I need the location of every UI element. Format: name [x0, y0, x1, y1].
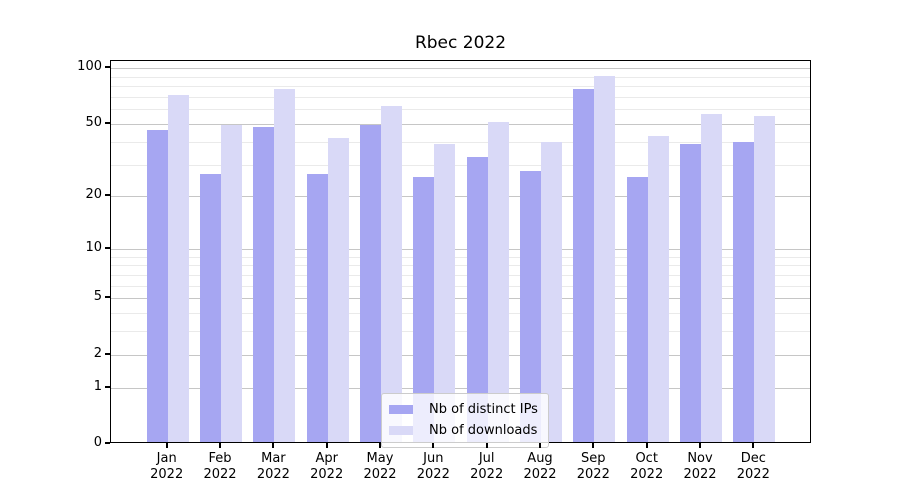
bar-distinct-ips	[200, 173, 221, 442]
y-tick-mark	[105, 385, 110, 388]
x-tick-label: Apr 2022	[310, 451, 344, 482]
gridline	[111, 86, 810, 88]
gridline	[111, 265, 810, 267]
chart-title: Rbec 2022	[414, 33, 507, 53]
plot-area: Nb of distinct IPs Nb of downloads	[110, 60, 811, 448]
bar-distinct-ips	[306, 173, 328, 442]
x-tick-label: Feb 2022	[203, 451, 237, 482]
x-tick-label: Oct 2022	[630, 451, 664, 482]
y-tick-label: 1	[93, 378, 102, 394]
gridline	[111, 313, 810, 314]
gridline	[111, 274, 810, 276]
x-tick-mark	[165, 443, 168, 448]
legend-item-distinct-ips: Nb of distinct IPs	[389, 399, 538, 420]
gridline	[111, 109, 810, 111]
y-tick-mark	[105, 66, 110, 69]
y-tick-label: 50	[85, 115, 102, 130]
bar-downloads	[647, 135, 669, 442]
gridline	[111, 124, 810, 125]
x-tick-mark	[219, 443, 221, 448]
x-tick-mark	[432, 443, 435, 448]
gridline	[111, 387, 810, 389]
bar-downloads	[327, 137, 349, 442]
gridline	[111, 76, 810, 78]
bar-downloads	[541, 141, 562, 442]
y-tick-label: 5	[93, 289, 102, 305]
x-tick-label: Mar 2022	[256, 451, 290, 482]
legend-swatch-downloads	[389, 426, 413, 435]
bar-distinct-ips	[253, 126, 275, 442]
x-tick-label: Aug 2022	[523, 451, 557, 482]
bar-downloads	[754, 115, 776, 442]
gridline	[111, 298, 810, 300]
x-tick-mark	[325, 443, 328, 448]
x-tick-mark	[699, 443, 701, 448]
x-tick-label: Dec 2022	[736, 451, 770, 482]
gridline	[111, 354, 810, 356]
x-tick-mark	[752, 443, 755, 448]
bar-distinct-ips	[733, 141, 755, 442]
x-tick-mark	[645, 443, 648, 448]
bar-distinct-ips	[360, 125, 381, 442]
legend: Nb of distinct IPs Nb of downloads	[381, 393, 549, 448]
gridline	[111, 196, 810, 198]
bar-downloads	[274, 88, 296, 442]
x-tick-label: Jul 2022	[470, 451, 504, 482]
y-tick-mark	[105, 122, 110, 124]
x-tick-label: May 2022	[363, 451, 397, 482]
x-tick-mark	[592, 443, 595, 448]
x-tick-label: Sep 2022	[576, 451, 610, 482]
y-tick-label: 10	[85, 239, 102, 255]
bar-distinct-ips	[573, 88, 595, 442]
y-tick-label: 2	[93, 345, 102, 361]
bar-downloads	[167, 95, 189, 442]
y-tick-label: 0	[93, 435, 102, 450]
legend-swatch-distinct-ips	[389, 405, 413, 414]
bar-distinct-ips	[520, 170, 541, 442]
y-tick-mark	[105, 442, 110, 444]
bar-downloads	[221, 125, 242, 442]
gridline	[111, 331, 810, 333]
x-tick-mark	[379, 443, 381, 448]
gridline	[111, 141, 810, 143]
bar-distinct-ips	[413, 176, 435, 442]
x-tick-mark	[272, 443, 275, 448]
legend-label-downloads: Nb of downloads	[429, 423, 538, 438]
legend-item-downloads: Nb of downloads	[389, 420, 538, 441]
bar-distinct-ips	[146, 130, 168, 442]
gridline	[111, 68, 810, 70]
y-tick-mark	[105, 246, 110, 249]
gridline	[111, 285, 810, 287]
legend-label-distinct-ips: Nb of distinct IPs	[429, 402, 538, 417]
x-tick-label: Jan 2022	[150, 451, 184, 482]
gridline	[111, 256, 810, 258]
y-tick-label: 100	[77, 59, 102, 75]
bar-downloads	[701, 114, 722, 442]
bar-distinct-ips	[680, 143, 701, 442]
y-tick-mark	[105, 296, 110, 299]
bar-distinct-ips	[626, 176, 648, 442]
gridline	[111, 248, 810, 250]
gridline	[111, 164, 810, 166]
gridline	[111, 97, 810, 99]
bar-distinct-ips	[466, 157, 488, 442]
x-tick-label: Nov 2022	[683, 451, 717, 482]
x-tick-label: Jun 2022	[416, 451, 450, 482]
y-tick-mark	[105, 352, 110, 355]
bar-downloads	[594, 75, 616, 442]
bar-downloads	[381, 106, 402, 442]
bar-downloads	[487, 122, 509, 442]
bar-downloads	[434, 143, 456, 442]
y-tick-mark	[105, 194, 110, 197]
y-tick-label: 20	[85, 187, 102, 203]
x-tick-mark	[539, 443, 541, 448]
x-tick-mark	[485, 443, 488, 448]
